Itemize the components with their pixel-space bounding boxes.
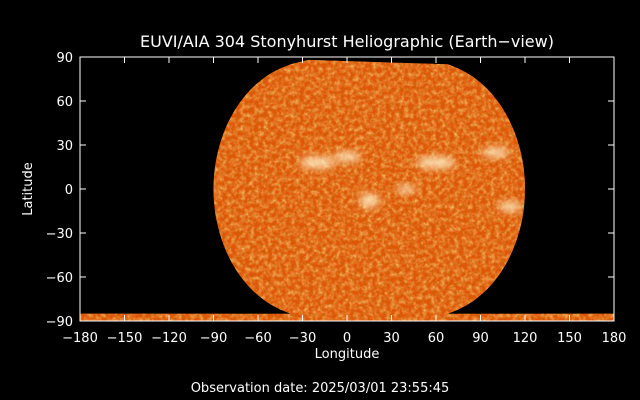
x-tick-label: −30 (289, 331, 316, 346)
x-tick-label: 60 (428, 331, 445, 346)
chart-title: EUVI/AIA 304 Stonyhurst Heliographic (Ea… (140, 32, 554, 51)
x-tick-label: −120 (151, 331, 187, 346)
active-region-glow (359, 193, 380, 208)
active-region-glow (481, 147, 510, 158)
active-region-glow (299, 156, 336, 169)
x-axis-ticks: −180 −150 −120 −90 −60 −30 0 30 60 90 120 150 180 (62, 57, 626, 346)
y-axis-ticks: 90 60 30 0 −30 −60 −90 (46, 51, 614, 330)
x-tick-label: 90 (472, 331, 489, 346)
x-tick-label: −150 (107, 331, 143, 346)
active-region-glow (498, 201, 523, 212)
y-tick-label: 60 (56, 95, 73, 110)
y-tick-label: 0 (65, 183, 73, 198)
x-tick-label: 150 (557, 331, 582, 346)
active-region-glow (416, 156, 456, 169)
x-tick-label: 180 (602, 331, 627, 346)
x-tick-label: −60 (244, 331, 271, 346)
y-tick-label: −90 (46, 315, 73, 330)
observation-date: Observation date: 2025/03/01 23:55:45 (191, 381, 450, 396)
x-tick-label: −90 (200, 331, 227, 346)
x-tick-label: 30 (383, 331, 400, 346)
y-tick-label: −60 (46, 271, 73, 286)
y-tick-label: 90 (56, 51, 73, 66)
x-axis-label: Longitude (315, 347, 380, 362)
x-tick-label: −180 (62, 331, 98, 346)
y-axis-label: Latitude (21, 162, 36, 216)
active-region-glow (396, 185, 417, 193)
active-region-glow (333, 151, 361, 162)
y-tick-label: 30 (56, 139, 73, 154)
x-tick-label: 0 (343, 331, 351, 346)
x-tick-label: 120 (513, 331, 538, 346)
active-regions (198, 147, 523, 212)
y-tick-label: −30 (46, 227, 73, 242)
